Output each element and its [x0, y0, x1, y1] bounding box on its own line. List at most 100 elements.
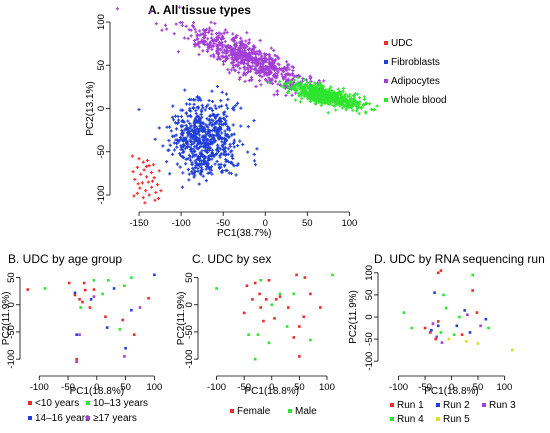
- panel-a-point: [229, 68, 234, 72]
- panel-b-point: [67, 281, 71, 285]
- panel-a-point: [268, 62, 272, 66]
- panel-a-point: [193, 165, 197, 170]
- panel-a-point: [191, 21, 196, 25]
- panel-a-point: [177, 140, 181, 144]
- panel-d-legend-marker-run-1: [390, 403, 394, 407]
- panel-c-y-tick-label: -50: [184, 325, 195, 339]
- panel-a-point: [276, 69, 280, 73]
- panel-a-point: [231, 63, 235, 68]
- panel-c-point: [302, 315, 306, 319]
- panel-a-point: [194, 124, 198, 128]
- panel-c-point: [298, 325, 301, 328]
- panel-a-point: [273, 74, 277, 78]
- panel-a-point: [173, 121, 178, 125]
- panel-a-point: [209, 20, 213, 24]
- panel-b-legend-label-17-years: ≥17 years: [93, 413, 137, 424]
- panel-a-point: [351, 108, 355, 112]
- panel-a-point: [209, 168, 213, 172]
- panel-a-point: [221, 50, 225, 55]
- panel-c-point: [258, 292, 261, 296]
- panel-a-point: [150, 170, 154, 175]
- panel-a-series-fibroblasts: [137, 84, 259, 189]
- panel-a-point: [226, 97, 230, 102]
- panel-a-point: [253, 45, 257, 49]
- panel-c-point: [253, 357, 257, 361]
- panel-b-point: [75, 333, 78, 336]
- panel-a-point: [234, 173, 238, 177]
- panel-a-point: [252, 61, 256, 65]
- panel-a-point: [204, 40, 208, 44]
- panel-a-point: [314, 100, 318, 104]
- panel-d-point: [429, 331, 432, 334]
- panel-a-point: [241, 57, 245, 62]
- panel-a-point: [260, 75, 264, 79]
- panel-a-point: [143, 201, 147, 205]
- panel-a-point: [215, 159, 219, 164]
- panel-a-point: [216, 149, 221, 153]
- panel-a-point: [161, 144, 165, 148]
- panel-a-point: [171, 115, 175, 119]
- panel-a-point: [280, 72, 284, 76]
- panel-a-point: [131, 170, 135, 174]
- panel-a-point: [287, 81, 292, 85]
- panel-b-series-10-years: [26, 281, 150, 361]
- panel-d-point: [476, 342, 480, 345]
- panel-c-y-tick-label: 50: [184, 272, 195, 283]
- panel-a-point: [203, 130, 208, 134]
- panel-d-legend-label-run-4: Run 4: [397, 414, 424, 425]
- panel-a-point: [208, 114, 212, 118]
- panel-a-point: [200, 170, 204, 174]
- panel-a-point: [179, 132, 183, 136]
- panel-a-point: [207, 122, 211, 126]
- panel-a-point: [285, 60, 289, 64]
- panel-c-point: [303, 276, 307, 279]
- panel-a-point: [250, 56, 255, 60]
- panel-a-point: [236, 48, 240, 52]
- panel-a-point: [209, 36, 214, 40]
- panel-a-point: [175, 145, 179, 149]
- panel-a-point: [364, 102, 368, 106]
- panel-b-point: [123, 284, 126, 288]
- panel-a-point: [165, 160, 169, 164]
- panel-a-point: [264, 52, 269, 57]
- panel-a-point: [217, 34, 221, 38]
- panel-a-point: [333, 104, 337, 108]
- panel-a-point: [213, 162, 217, 166]
- panel-a-point: [284, 67, 288, 71]
- panel-a-point: [286, 71, 290, 75]
- panel-a-point: [178, 135, 183, 140]
- panel-a-point: [145, 164, 149, 169]
- panel-c-point: [270, 303, 274, 307]
- panel-a-point: [210, 32, 214, 36]
- panel-a-point: [205, 150, 209, 154]
- panel-a-point: [246, 150, 250, 154]
- panel-a-point: [247, 78, 251, 83]
- panel-a-point: [178, 165, 182, 169]
- panel-a-point: [188, 114, 192, 118]
- panel-d-point: [435, 335, 438, 339]
- panel-a-point: [357, 102, 361, 106]
- panel-a-point: [288, 73, 292, 77]
- panel-a-point: [231, 53, 235, 58]
- panel-a-point: [205, 43, 209, 47]
- panel-c-point: [292, 336, 296, 339]
- panel-a-legend-label-fibroblasts: Fibroblasts: [391, 57, 440, 68]
- panel-a-point: [197, 40, 201, 44]
- panel-c-x-tick-label: 0: [269, 382, 274, 393]
- panel-a-point: [238, 66, 242, 71]
- panel-a-point: [132, 194, 136, 198]
- panel-a-legend: UDC Fibroblasts Adipocytes Whole blood: [384, 38, 447, 106]
- panel-a-point: [179, 144, 183, 148]
- panel-a-point: [214, 114, 218, 118]
- panel-a-point: [206, 171, 210, 175]
- panel-a-point: [352, 102, 356, 106]
- panel-a-point: [211, 122, 215, 126]
- panel-a-point: [224, 45, 229, 49]
- panel-b-point: [26, 288, 30, 291]
- panel-c-point: [298, 355, 301, 358]
- panel-a-point: [309, 86, 313, 90]
- panel-d-point: [452, 333, 456, 336]
- panel-a-point: [199, 152, 203, 156]
- panel-a-point: [228, 142, 232, 146]
- panel-a-point: [182, 36, 187, 40]
